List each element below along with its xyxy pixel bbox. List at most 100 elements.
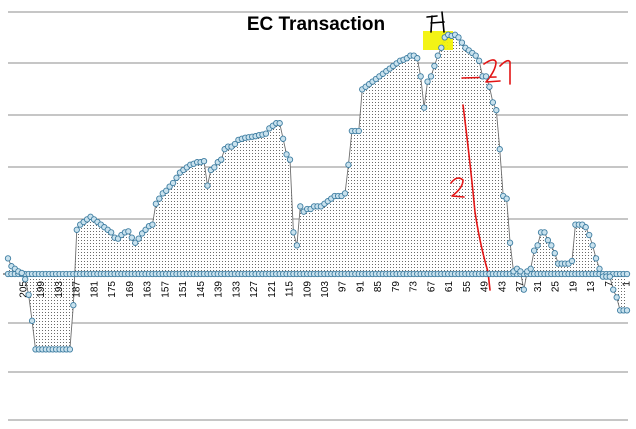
x-tick-label: 1: [622, 281, 633, 287]
x-tick-label: 19: [568, 281, 579, 293]
data-point: [290, 229, 297, 236]
data-point: [551, 250, 558, 257]
data-point: [427, 73, 435, 80]
x-tick-label: 163: [143, 281, 154, 298]
data-point: [586, 231, 593, 239]
data-point: [506, 239, 514, 246]
annotation-label-2b: 2: [0, 0, 1, 1]
data-point: [128, 234, 135, 241]
data-point: [200, 158, 208, 165]
data-point: [4, 255, 12, 262]
data-point: [297, 203, 304, 210]
x-tick-label: 73: [409, 281, 420, 293]
data-point: [438, 44, 445, 51]
x-tick-label: 193: [54, 281, 65, 298]
data-point: [218, 156, 225, 163]
data-point: [293, 242, 301, 249]
x-tick-label: 181: [89, 281, 100, 298]
annotation-mark-1: [426, 11, 445, 33]
data-point: [541, 229, 548, 236]
x-tick-label: 79: [391, 281, 402, 293]
series-line-layer: [7, 34, 627, 350]
x-tick-label: 67: [426, 281, 437, 293]
data-point: [434, 52, 442, 59]
data-point: [28, 317, 36, 324]
data-point: [527, 265, 534, 272]
data-point: [204, 182, 211, 189]
x-tick-label: 139: [214, 281, 225, 298]
data-point: [355, 127, 362, 135]
data-point: [341, 190, 349, 197]
data-point: [345, 161, 352, 168]
data-point: [279, 135, 287, 142]
annotation-mark-2a: [461, 59, 511, 85]
data-point: [503, 195, 510, 202]
x-tick-label: 151: [178, 281, 189, 298]
data-point: [262, 130, 270, 137]
annotation-mark-2b: [450, 177, 465, 198]
data-point: [568, 257, 576, 265]
data-point: [517, 268, 524, 275]
series-area: [8, 34, 627, 350]
data-point: [420, 104, 428, 111]
x-tick-label: 49: [480, 281, 491, 293]
data-point: [482, 73, 490, 80]
x-tick-label: 25: [551, 281, 562, 293]
annotation-drop-line: [462, 104, 491, 291]
data-point: [589, 242, 596, 249]
data-point: [169, 179, 177, 187]
data-point: [475, 57, 483, 64]
annotation-label-2a: 2: [0, 0, 1, 1]
x-tick-label: 133: [231, 281, 242, 298]
x-tick-label: 13: [586, 281, 597, 293]
x-tick-label: 55: [462, 281, 473, 293]
x-tick-label: 7: [604, 281, 615, 287]
data-point: [458, 39, 466, 46]
data-point: [156, 195, 163, 202]
x-tick-label: 157: [160, 281, 171, 298]
x-tick-label: 205: [19, 281, 30, 298]
data-point: [70, 302, 77, 309]
data-point: [531, 247, 538, 254]
data-point: [613, 294, 620, 301]
x-tick-label: 37: [515, 281, 526, 293]
x-tick-label: 187: [72, 281, 83, 298]
x-tick-label: 145: [196, 281, 207, 298]
data-point: [73, 226, 80, 233]
data-point: [489, 99, 497, 106]
data-point: [493, 107, 500, 114]
data-point: [623, 307, 631, 314]
annotation-label-1: 1: [0, 0, 1, 1]
data-point: [520, 286, 527, 293]
data-point: [173, 174, 180, 181]
x-tick-label: 169: [125, 281, 136, 298]
x-tick-label: 115: [285, 281, 296, 297]
data-point: [18, 269, 25, 277]
data-point: [283, 151, 290, 158]
data-point: [231, 140, 239, 148]
data-point: [286, 156, 294, 163]
baseline-marker: [623, 270, 631, 278]
data-point: [125, 228, 132, 235]
x-tick-label: 61: [444, 281, 455, 293]
data-point: [414, 55, 421, 62]
data-point: [582, 224, 589, 231]
x-tick-label: 127: [249, 281, 260, 298]
data-point: [596, 265, 603, 272]
data-point: [149, 221, 156, 228]
series-area-layer: [8, 34, 627, 350]
x-tick-label: 103: [320, 281, 331, 298]
x-tick-label: 121: [267, 281, 278, 298]
data-point: [417, 73, 424, 80]
data-point: [548, 242, 555, 249]
x-tick-label: 199: [36, 281, 47, 298]
series-markers: [4, 31, 631, 353]
data-point: [592, 255, 600, 262]
data-point: [211, 164, 218, 171]
data-point: [431, 62, 438, 70]
data-point: [486, 83, 493, 90]
data-point: [108, 229, 115, 236]
